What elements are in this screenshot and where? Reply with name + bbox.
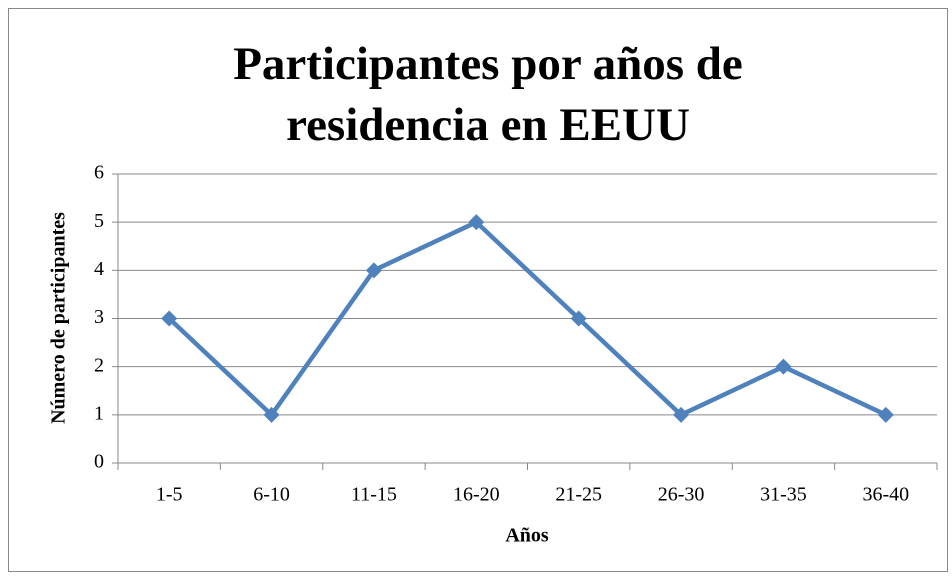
y-tick-label: 5 [94, 210, 104, 232]
x-tick-label: 26-30 [658, 484, 705, 506]
x-tick-label: 11-15 [351, 484, 397, 506]
point-marker [775, 358, 792, 375]
y-tick-label: 4 [94, 258, 104, 280]
point-marker [468, 214, 485, 231]
point-marker [877, 406, 894, 423]
x-tick-label: 21-25 [555, 484, 602, 506]
line-series [167, 219, 887, 418]
y-tick-label: 2 [94, 354, 104, 376]
x-axis-label: Años [505, 525, 549, 547]
chart-border [8, 8, 948, 572]
point-marker [570, 310, 587, 327]
x-tick-label: 36-40 [862, 484, 909, 506]
x-tick-label: 31-35 [760, 484, 807, 506]
point-marker [365, 262, 382, 279]
x-tick-label: 16-20 [453, 484, 500, 506]
y-tick-label: 6 [94, 162, 104, 184]
x-tick-label: 6-10 [253, 484, 290, 506]
y-axis-label: Número de participantes [48, 212, 70, 424]
point-marker [673, 406, 690, 423]
y-tick-label: 0 [94, 451, 104, 473]
x-tick-label: 1-5 [156, 484, 183, 506]
point-marker [263, 406, 280, 423]
point-marker [161, 310, 178, 327]
y-tick-label: 1 [94, 402, 104, 424]
chart-title: Participantes por años de residencia en … [233, 38, 743, 151]
y-tick-label: 3 [94, 306, 104, 328]
